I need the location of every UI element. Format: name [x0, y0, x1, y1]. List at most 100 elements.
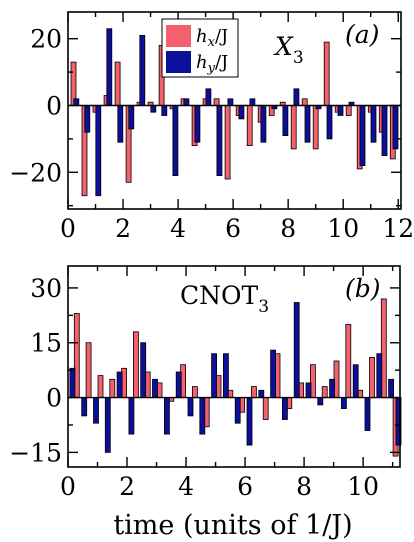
bar-b-hy-22: [329, 378, 336, 398]
bar-b-hx-25: [369, 356, 375, 398]
bar-b-hy-7: [152, 378, 158, 398]
bar-b-hx-16: [262, 397, 269, 420]
bar-a-hx-4: [114, 61, 121, 106]
bar-a-hy-10: [183, 98, 190, 106]
bar-a-hx-14: [224, 105, 231, 180]
xtick-label-a-8: 8: [280, 214, 296, 243]
plot-frame-a: [67, 11, 402, 210]
operator-a-sub: 3: [293, 48, 304, 68]
xtick-label-b-10: 10: [347, 472, 379, 501]
operator-b-main: CNOT: [180, 281, 258, 310]
panel-b-label: (b): [345, 274, 381, 303]
xtick-label-a-10: 10: [327, 214, 359, 243]
ytick-label-b-15: 15: [30, 329, 62, 358]
bar-b-hy-11: [199, 397, 206, 435]
xtick-label-b-6: 6: [237, 472, 253, 501]
bar-b-hy-19: [293, 302, 300, 398]
bar-a-hy-28: [381, 105, 388, 156]
plot-frame-b: [67, 265, 401, 468]
legend-hy-swatch: [166, 51, 191, 73]
bar-b-hy-21: [317, 397, 324, 406]
bar-a-hx-20: [290, 105, 297, 150]
ytick-label-a--20: −20: [9, 158, 62, 187]
xtick-label-a-2: 2: [115, 214, 131, 243]
bar-a-hy-1: [84, 105, 91, 133]
bar-b-hy-9: [175, 371, 182, 399]
bar-a-hy-7: [150, 105, 157, 113]
bar-b-hy-14: [234, 397, 241, 424]
bar-b-hy-18: [281, 397, 288, 420]
bar-b-hy-10: [187, 397, 194, 417]
bar-b-hy-25: [364, 397, 371, 431]
bar-a-hy-17: [260, 105, 267, 143]
bar-b-hy-26: [376, 353, 383, 399]
xtick-label-a-0: 0: [60, 214, 76, 243]
bar-a-hx-23: [323, 41, 330, 106]
bar-b-hx-3: [109, 378, 116, 398]
bar-a-hx-16: [246, 105, 253, 146]
legend-hx-label: hx/J: [196, 26, 228, 50]
bar-a-hy-26: [359, 105, 366, 166]
ytick-label-b-30: 30: [30, 274, 62, 303]
xtick-label-b-4: 4: [178, 472, 194, 501]
operator-a-main: X: [273, 32, 294, 61]
bar-a-hy-19: [282, 105, 289, 137]
bar-b-hy-27: [388, 378, 395, 398]
operator-label-b: CNOT3: [180, 281, 269, 317]
x-axis-label: time (units of 1/J): [113, 510, 352, 541]
bar-a-hy-21: [304, 105, 311, 143]
bar-b-hy-15: [246, 397, 253, 446]
bar-b-hx-10: [191, 386, 198, 399]
bar-a-hy-15: [238, 105, 245, 120]
legend-hx-swatch: [166, 25, 191, 47]
ytick-label-a-20: 20: [30, 25, 62, 54]
xtick-label-b-8: 8: [296, 472, 312, 501]
bar-a-hy-16: [249, 98, 256, 106]
bar-a-hx-22: [312, 105, 319, 150]
bar-b-hx-2: [97, 375, 104, 398]
bar-b-hy-2: [93, 397, 99, 424]
bar-a-hx-13: [213, 98, 220, 106]
bar-b-hx-21: [321, 386, 328, 399]
operator-b-sub: 3: [258, 297, 269, 317]
bar-a-hy-3: [106, 28, 113, 106]
bar-b-hy-5: [128, 397, 135, 435]
ytick-label-b-0: 0: [46, 384, 62, 413]
bar-a-hy-4: [117, 105, 124, 143]
operator-label-a: X3: [273, 32, 304, 68]
bar-b-hy-12: [211, 353, 218, 399]
bar-b-hy-8: [163, 397, 170, 435]
xtick-label-b-2: 2: [119, 472, 135, 501]
bar-a-hy-29: [392, 105, 399, 150]
bar-b-hy-1: [81, 397, 88, 417]
bar-b-hy-20: [305, 382, 312, 398]
legend-hy-label: hy/J: [196, 52, 228, 76]
xtick-label-a-4: 4: [170, 214, 186, 243]
bar-b-hy-17: [270, 349, 277, 399]
bar-b-hy-13: [222, 353, 229, 399]
xtick-label-b-0: 0: [60, 472, 76, 501]
bar-a-hy-6: [139, 35, 146, 106]
bar-b-hy-6: [140, 342, 147, 398]
bar-a-hx-25: [345, 105, 352, 116]
bar-a-hy-8: [161, 105, 168, 116]
bar-a-hy-2: [95, 105, 102, 197]
bar-b-hy-24: [352, 364, 359, 399]
bar-b-hy-3: [104, 397, 111, 453]
bar-a-hx-21: [301, 98, 308, 106]
bar-a-hy-23: [326, 105, 333, 140]
bar-a-hy-12: [205, 88, 212, 106]
bar-a-hy-5: [128, 105, 135, 130]
bar-a-hy-0: [73, 98, 80, 106]
bar-b-hx-15: [250, 386, 257, 399]
bar-b-hx-1: [85, 342, 92, 398]
bar-a-hy-27: [370, 105, 377, 143]
bar-a-hy-20: [293, 88, 300, 106]
legend: hx/J hy/J: [161, 18, 239, 78]
bar-a-hy-14: [227, 98, 234, 106]
bar-b-hx-23: [345, 324, 352, 398]
xtick-label-a-6: 6: [225, 214, 241, 243]
ytick-label-a-0: 0: [46, 91, 62, 120]
ytick-label-b--15: −15: [9, 438, 62, 467]
